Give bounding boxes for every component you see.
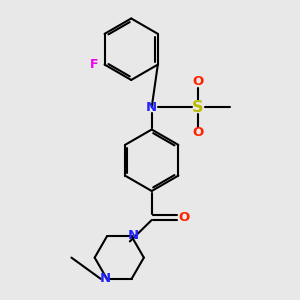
- Text: S: S: [192, 100, 204, 115]
- Text: N: N: [100, 272, 111, 285]
- Text: O: O: [178, 211, 190, 224]
- Text: O: O: [192, 126, 203, 140]
- Text: N: N: [128, 229, 139, 242]
- Text: O: O: [192, 75, 203, 88]
- Text: N: N: [146, 101, 157, 114]
- Text: F: F: [90, 58, 98, 71]
